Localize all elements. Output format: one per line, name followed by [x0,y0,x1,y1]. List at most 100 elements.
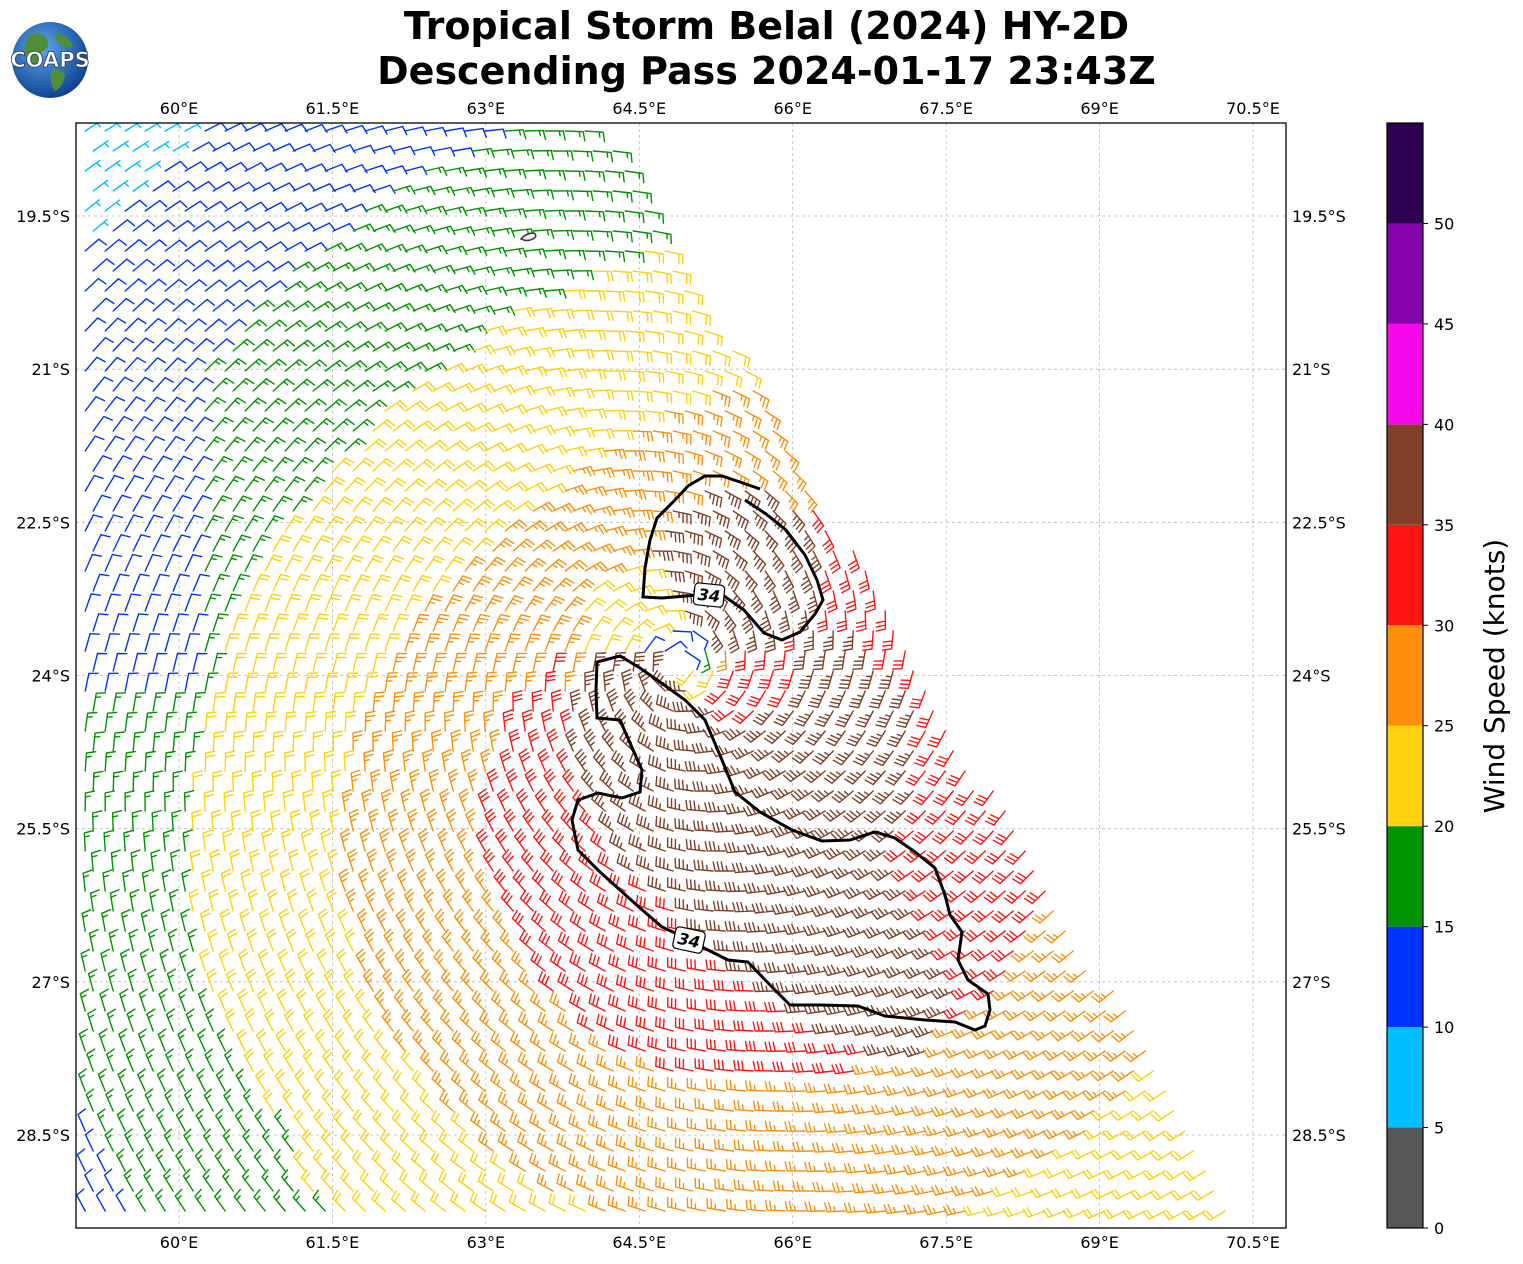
wind-barb [473,909,486,932]
wind-barb [209,849,221,872]
wind-barb [251,770,263,792]
wind-barb [364,710,376,732]
wind-barb [773,650,786,671]
wind-barb [472,652,488,672]
wind-barb [432,146,456,157]
wind-barb [724,570,740,592]
wind-barb [224,554,243,572]
wind-barb [167,928,178,952]
wind-barb [644,210,665,224]
wind-barb [312,379,336,392]
wind-barb [183,1128,194,1152]
wind-barb [664,530,685,544]
wind-barb [212,691,226,712]
wind-barb [470,1111,486,1132]
wind-barb [264,397,287,412]
wind-barb [252,221,276,232]
wind-barb [647,1076,666,1092]
wind-barb [705,959,726,972]
wind-barb [512,576,534,592]
wind-barb [782,807,806,820]
wind-barb [713,979,734,992]
wind-barb [132,298,155,312]
wind-barb [104,514,124,532]
wind-barb [1110,1070,1134,1082]
wind-barb [244,123,268,132]
wind-barb [404,555,425,572]
wind-barb [772,1101,794,1112]
wind-barb [392,419,416,432]
wind-barb [674,818,694,832]
wind-barb [92,731,105,752]
wind-barb [572,348,595,360]
wind-barb [787,690,806,708]
wind-barb [204,123,228,132]
wind-barb [1102,1130,1126,1141]
wind-barb [360,1089,374,1112]
wind-barb [692,310,712,326]
wind-barb [415,908,426,932]
wind-barb [184,750,196,772]
wind-barb [973,790,994,807]
wind-barb [904,810,926,825]
wind-barb [732,510,749,531]
wind-barb [568,1193,586,1212]
wind-barb [990,990,1014,1002]
wind-barb [1030,1030,1054,1041]
wind-barb [576,1013,594,1032]
lon-tick-label-top: 63°E [467,99,505,118]
lon-tick-label-bottom: 61.5°E [306,1233,360,1252]
wind-barb [551,870,566,892]
wind-barb [284,280,308,292]
wind-barb [751,590,764,614]
wind-barb [934,750,954,767]
wind-barb [606,688,619,712]
wind-barb [752,981,774,993]
wind-barb [489,1192,506,1212]
wind-barb [132,731,145,752]
wind-barb [674,1017,694,1032]
wind-barb [504,519,528,532]
wind-barb [109,889,120,912]
wind-barb [104,356,126,372]
wind-barb [198,948,210,972]
wind-barb [1162,1130,1186,1142]
wind-barb [407,808,418,832]
wind-barb [584,408,607,419]
wind-barb [252,691,266,712]
wind-barb [238,948,249,972]
wind-barb [1062,1129,1086,1140]
wind-barb [1110,1110,1134,1121]
lon-ticks-top: 60°E 61.5°E 63°E 64.5°E 66°E 67.5°E 69°E 70.5°E [160,99,1280,118]
wind-barb [905,770,926,786]
wind-barb [359,1169,374,1192]
wind-barb [260,868,271,892]
wind-barb [1011,950,1034,963]
wind-barb [611,750,626,772]
wind-barb [192,259,216,272]
wind-barb [705,1038,726,1052]
wind-barb [262,789,274,812]
colorbar-segment [1387,926,1423,1028]
wind-barb [434,908,446,932]
wind-barb [763,730,786,745]
wind-barb [584,369,607,380]
wind-barb [704,370,723,387]
wind-barb [489,1151,506,1172]
wind-barb [592,543,616,554]
wind-barb [469,1151,486,1172]
lon-tick-label-bottom: 67.5°E [919,1233,973,1252]
wind-barb [1010,1187,1034,1198]
wind-barb [752,430,770,450]
wind-barb [1102,1208,1126,1220]
wind-barb [548,1193,566,1212]
wind-barb [465,808,476,832]
wind-barb [404,888,415,912]
wind-barb [635,1055,654,1072]
wind-barb [120,948,130,972]
wind-barb [588,1114,606,1132]
wind-barb [604,170,625,183]
wind-barb [452,690,464,712]
wind-barb [204,750,216,772]
wind-barb [275,1028,286,1052]
